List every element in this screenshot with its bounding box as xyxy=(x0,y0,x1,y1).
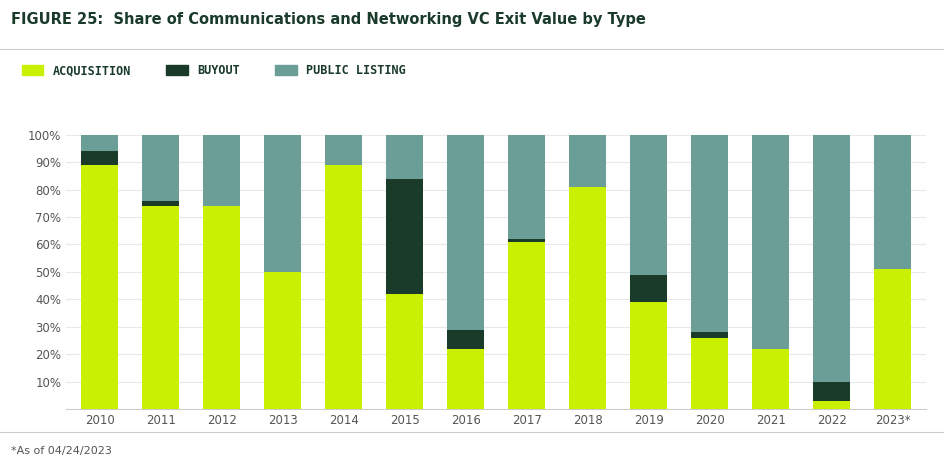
Bar xyxy=(873,135,910,269)
Bar xyxy=(630,275,666,302)
Bar xyxy=(264,272,300,409)
Bar xyxy=(264,135,300,272)
Bar xyxy=(568,187,605,409)
Bar xyxy=(81,165,118,409)
Bar xyxy=(386,135,423,179)
Text: FIGURE 25:  Share of Communications and Networking VC Exit Value by Type: FIGURE 25: Share of Communications and N… xyxy=(11,12,646,27)
Bar xyxy=(325,135,362,165)
Bar xyxy=(630,135,666,275)
Bar xyxy=(447,330,483,349)
Text: *As of 04/24/2023: *As of 04/24/2023 xyxy=(11,446,112,457)
Bar xyxy=(143,135,178,200)
Bar xyxy=(203,206,240,409)
Bar xyxy=(203,135,240,206)
Bar xyxy=(508,242,545,409)
Bar xyxy=(508,135,545,239)
Bar xyxy=(447,349,483,409)
Bar xyxy=(508,239,545,242)
Bar xyxy=(81,135,118,151)
Bar xyxy=(813,382,849,401)
Bar xyxy=(568,135,605,187)
Bar xyxy=(447,135,483,330)
Bar xyxy=(630,302,666,409)
Bar xyxy=(386,294,423,409)
Bar xyxy=(751,135,788,349)
Bar xyxy=(813,401,849,409)
Bar xyxy=(751,349,788,409)
Bar xyxy=(81,151,118,165)
Bar xyxy=(691,332,727,338)
Bar xyxy=(143,200,178,206)
Bar xyxy=(143,206,178,409)
Bar xyxy=(386,179,423,294)
Bar xyxy=(691,338,727,409)
Bar xyxy=(873,269,910,409)
Bar xyxy=(691,135,727,332)
Bar xyxy=(813,135,849,382)
Legend: ACQUISITION, BUYOUT, PUBLIC LISTING: ACQUISITION, BUYOUT, PUBLIC LISTING xyxy=(17,60,410,82)
Bar xyxy=(325,165,362,409)
